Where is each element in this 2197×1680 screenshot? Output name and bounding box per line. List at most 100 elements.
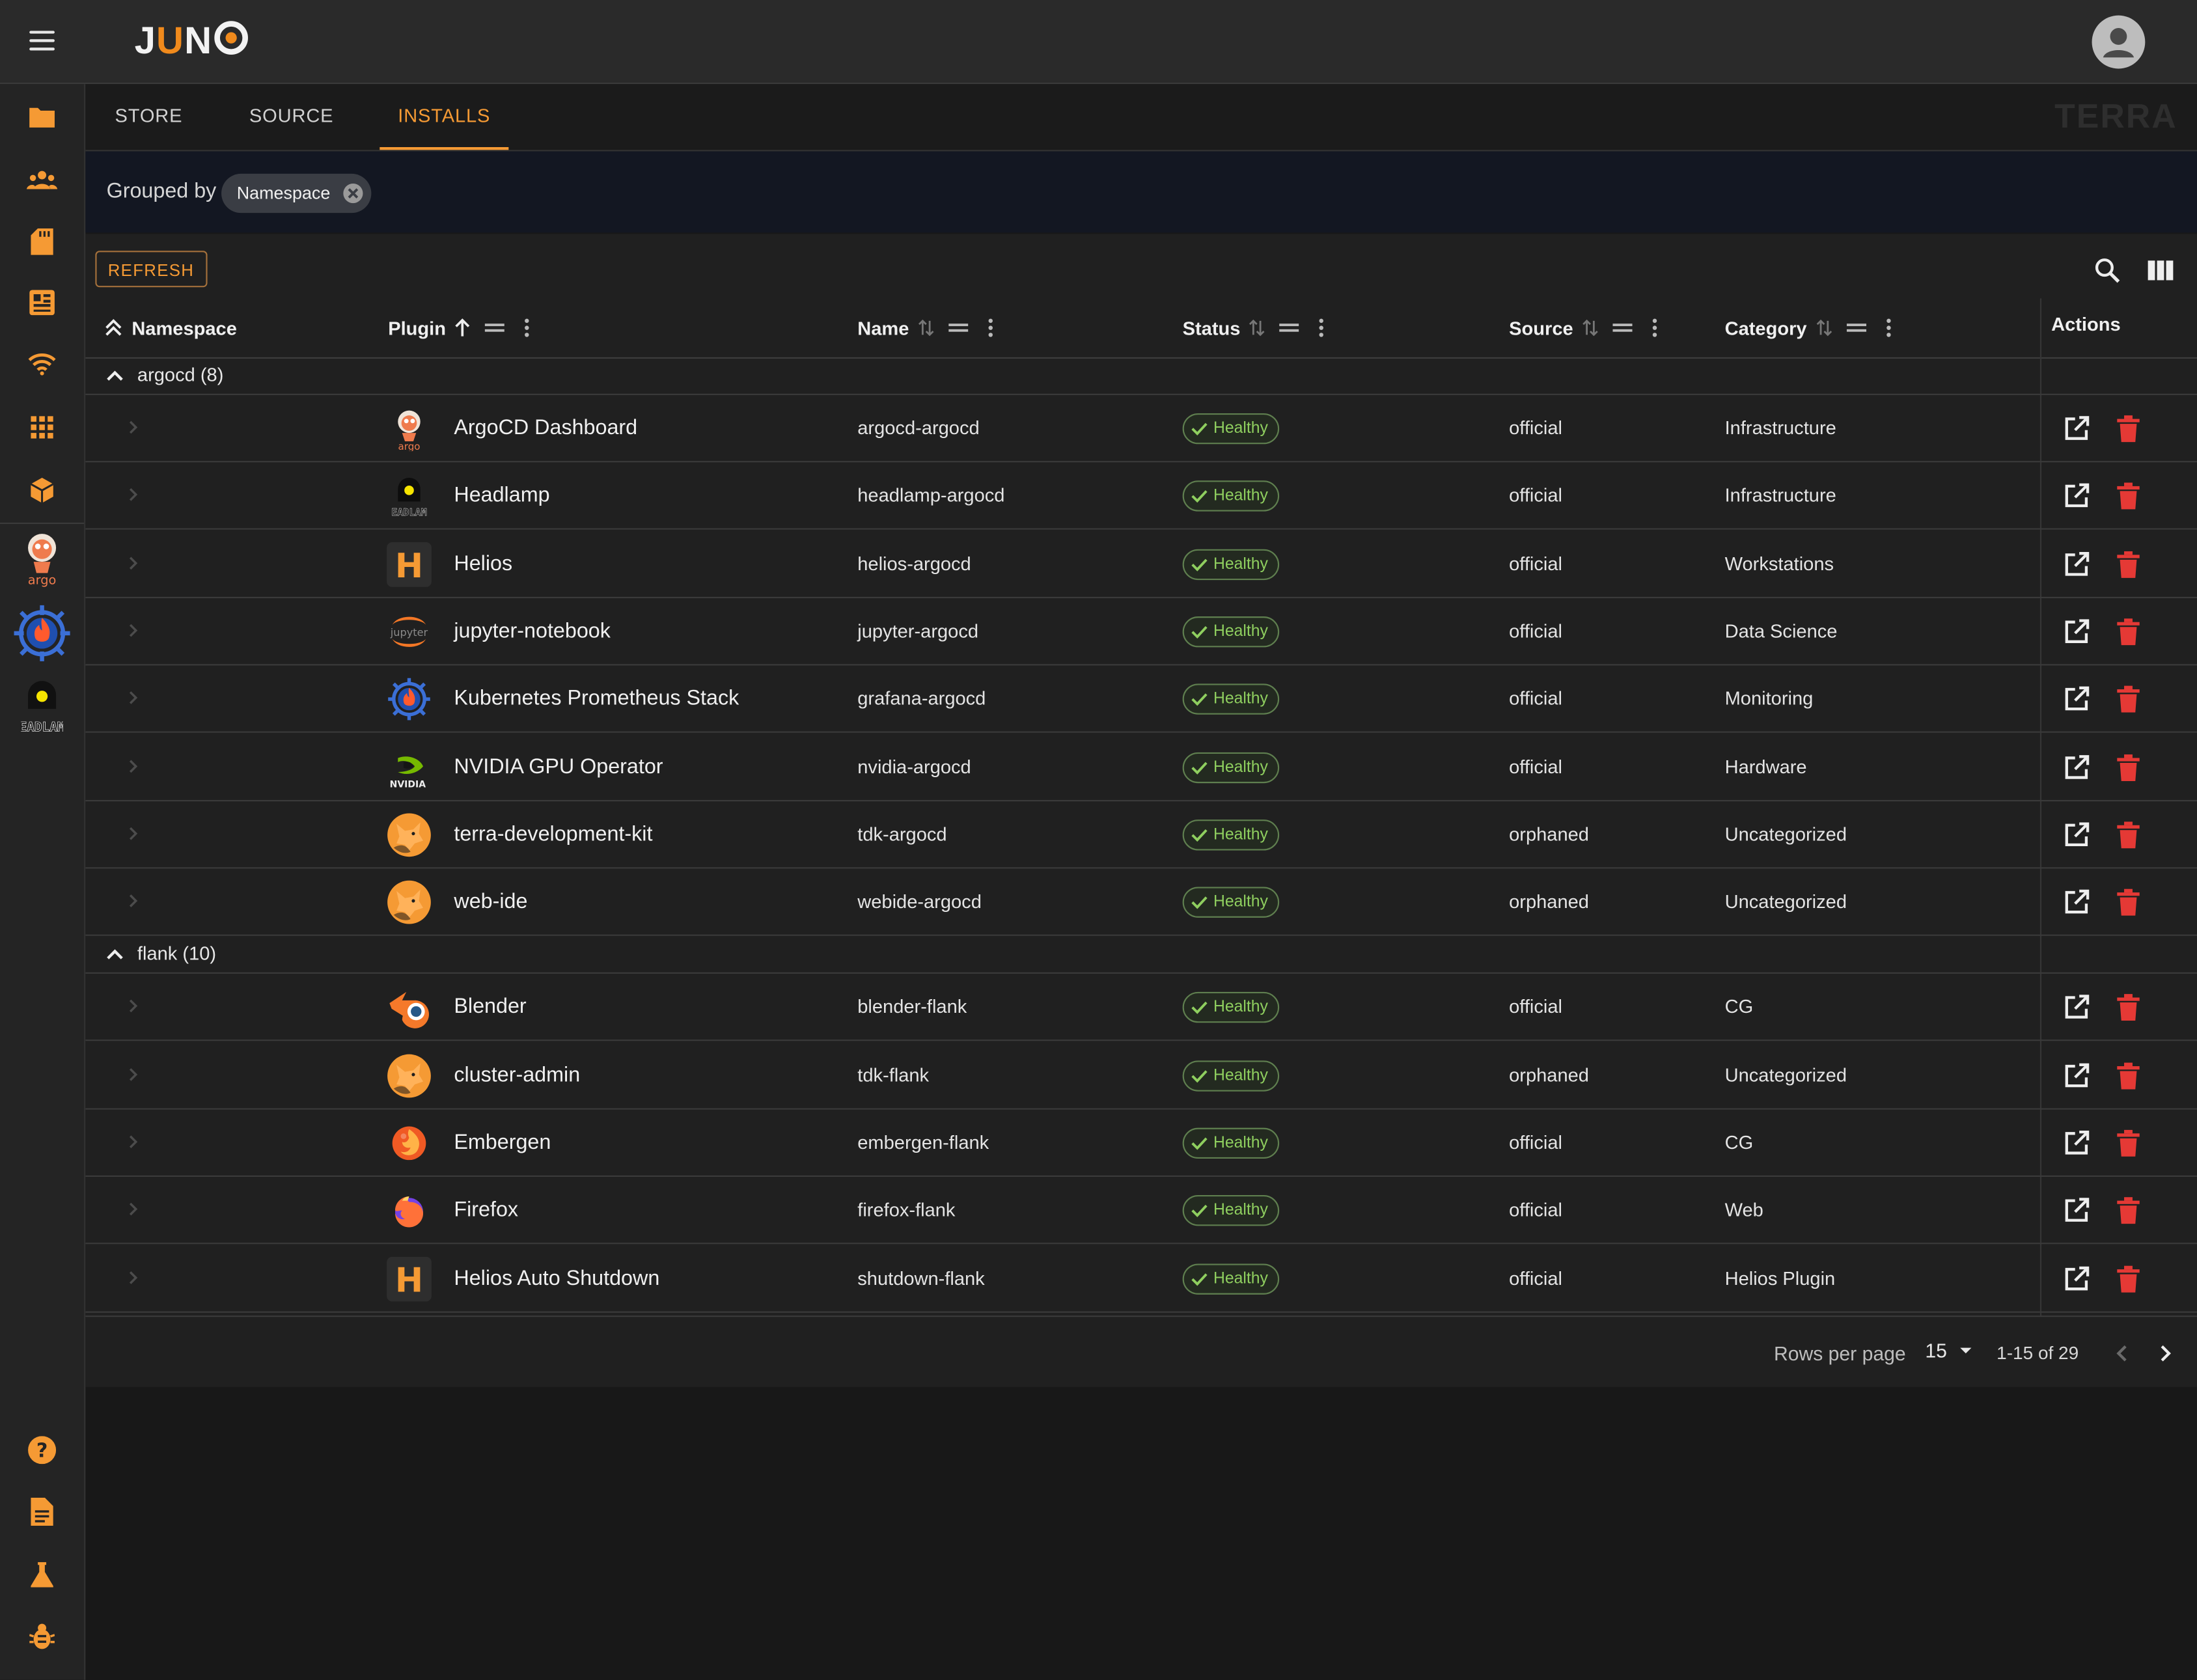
table-row[interactable]: web-ide webide-argocd Healthy orphaned U… — [85, 869, 2197, 937]
open-external-icon[interactable] — [2062, 888, 2090, 916]
chevron-right-icon[interactable] — [125, 1132, 142, 1151]
delete-icon[interactable] — [2116, 821, 2141, 849]
table-row[interactable]: jupyter jupyter-notebook jupyter-argocd … — [85, 598, 2197, 666]
sort-icon[interactable] — [1815, 318, 1832, 338]
open-external-icon[interactable] — [2062, 1129, 2090, 1157]
chevron-right-icon[interactable] — [125, 1267, 142, 1287]
chevron-right-icon[interactable] — [125, 620, 142, 640]
table-row[interactable]: NVIDIA NVIDIA GPU Operator nvidia-argocd… — [85, 734, 2197, 801]
open-external-icon[interactable] — [2062, 994, 2090, 1022]
users-icon[interactable] — [21, 158, 63, 200]
drag-handle-icon[interactable] — [1612, 322, 1633, 333]
open-external-icon[interactable] — [2062, 482, 2090, 510]
collapse-all-icon[interactable] — [104, 318, 123, 338]
open-external-icon[interactable] — [2062, 415, 2090, 443]
table-row[interactable]: Firefox firefox-flank Healthy official W… — [85, 1177, 2197, 1245]
open-external-icon[interactable] — [2062, 753, 2090, 781]
menu-icon[interactable] — [29, 31, 55, 51]
group-row[interactable]: flank (10) — [85, 937, 2197, 974]
tab-installs[interactable]: INSTALLS — [380, 84, 509, 150]
column-menu-icon[interactable] — [1885, 318, 1891, 338]
open-external-icon[interactable] — [2062, 1062, 2090, 1090]
table-row[interactable]: EADLAM Headlamp headlamp-argocd Healthy … — [85, 463, 2197, 530]
delete-icon[interactable] — [2116, 888, 2141, 916]
previous-page-icon[interactable] — [2108, 1340, 2136, 1368]
apps-grid-icon[interactable] — [21, 406, 63, 448]
table-row[interactable]: H Helios Auto Shutdown shutdown-flank He… — [85, 1245, 2197, 1312]
chevron-up-icon[interactable] — [104, 943, 126, 965]
folder-icon[interactable] — [21, 95, 63, 137]
package-icon[interactable] — [21, 469, 63, 512]
tab-store[interactable]: STORE — [115, 105, 183, 126]
open-external-icon[interactable] — [2062, 550, 2090, 578]
delete-icon[interactable] — [2116, 1265, 2141, 1293]
next-page-icon[interactable] — [2151, 1340, 2179, 1368]
open-external-icon[interactable] — [2062, 1265, 2090, 1293]
column-header-name[interactable]: Name — [857, 298, 993, 357]
chevron-right-icon[interactable] — [125, 417, 142, 437]
open-external-icon[interactable] — [2062, 618, 2090, 646]
drag-handle-icon[interactable] — [485, 322, 505, 333]
table-row[interactable]: Kubernetes Prometheus Stack grafana-argo… — [85, 666, 2197, 734]
delete-icon[interactable] — [2116, 1129, 2141, 1157]
chevron-right-icon[interactable] — [125, 756, 142, 775]
chevron-right-icon[interactable] — [125, 688, 142, 708]
column-header-status[interactable]: Status — [1183, 298, 1325, 357]
table-row[interactable]: Embergen embergen-flank Healthy official… — [85, 1110, 2197, 1177]
remove-chip-icon[interactable] — [342, 182, 364, 204]
table-row[interactable]: cluster-admin tdk-flank Healthy orphaned… — [85, 1042, 2197, 1110]
drag-handle-icon[interactable] — [1279, 322, 1299, 333]
column-header-plugin[interactable]: Plugin — [388, 298, 530, 357]
chevron-right-icon[interactable] — [125, 1064, 142, 1084]
open-external-icon[interactable] — [2062, 1197, 2090, 1225]
columns-icon[interactable] — [2146, 256, 2174, 284]
lab-flask-icon[interactable] — [21, 1554, 63, 1596]
refresh-button[interactable]: REFRESH — [95, 251, 207, 288]
delete-icon[interactable] — [2116, 550, 2141, 578]
chevron-right-icon[interactable] — [125, 997, 142, 1016]
delete-icon[interactable] — [2116, 1062, 2141, 1090]
table-row[interactable]: Blender blender-flank Healthy official C… — [85, 974, 2197, 1042]
sort-ascending-icon[interactable] — [454, 318, 471, 338]
sort-icon[interactable] — [917, 318, 934, 338]
delete-icon[interactable] — [2116, 482, 2141, 510]
open-external-icon[interactable] — [2062, 821, 2090, 849]
chevron-right-icon[interactable] — [125, 1200, 142, 1219]
table-row[interactable]: argo ArgoCD Dashboard argocd-argocd Heal… — [85, 395, 2197, 463]
group-row[interactable]: argocd (8) — [85, 357, 2197, 395]
delete-icon[interactable] — [2116, 1197, 2141, 1225]
wifi-icon[interactable] — [21, 343, 63, 385]
chevron-right-icon[interactable] — [125, 891, 142, 911]
delete-icon[interactable] — [2116, 685, 2141, 713]
column-header-namespace[interactable]: Namespace — [104, 298, 245, 357]
chevron-right-icon[interactable] — [125, 485, 142, 504]
prometheus-app-icon[interactable] — [12, 604, 71, 663]
chevron-up-icon[interactable] — [104, 365, 126, 387]
headlamp-app-icon[interactable]: HEADLAMP — [21, 672, 63, 734]
document-icon[interactable] — [21, 1491, 63, 1533]
sort-icon[interactable] — [1582, 318, 1599, 338]
group-chip-namespace[interactable]: Namespace — [221, 173, 371, 213]
delete-icon[interactable] — [2116, 415, 2141, 443]
sd-card-icon[interactable] — [21, 220, 63, 262]
column-menu-icon[interactable] — [988, 318, 993, 338]
sort-icon[interactable] — [1249, 318, 1265, 338]
delete-icon[interactable] — [2116, 618, 2141, 646]
column-menu-icon[interactable] — [1651, 318, 1657, 338]
avatar[interactable] — [2092, 15, 2146, 69]
column-header-category[interactable]: Category — [1725, 298, 1891, 357]
bug-icon[interactable] — [21, 1616, 63, 1658]
drag-handle-icon[interactable] — [1845, 322, 1866, 333]
chevron-right-icon[interactable] — [125, 553, 142, 572]
table-row[interactable]: terra-development-kit tdk-argocd Healthy… — [85, 801, 2197, 869]
dashboard-icon[interactable] — [21, 282, 63, 324]
search-icon[interactable] — [2093, 256, 2121, 284]
delete-icon[interactable] — [2116, 753, 2141, 781]
chevron-right-icon[interactable] — [125, 823, 142, 843]
delete-icon[interactable] — [2116, 994, 2141, 1022]
column-menu-icon[interactable] — [525, 318, 531, 338]
rows-per-page-select[interactable]: 15 — [1925, 1340, 1975, 1362]
drag-handle-icon[interactable] — [948, 322, 968, 333]
help-icon[interactable]: ? — [21, 1429, 63, 1471]
table-row[interactable]: H Helios helios-argocd Healthy official … — [85, 530, 2197, 598]
